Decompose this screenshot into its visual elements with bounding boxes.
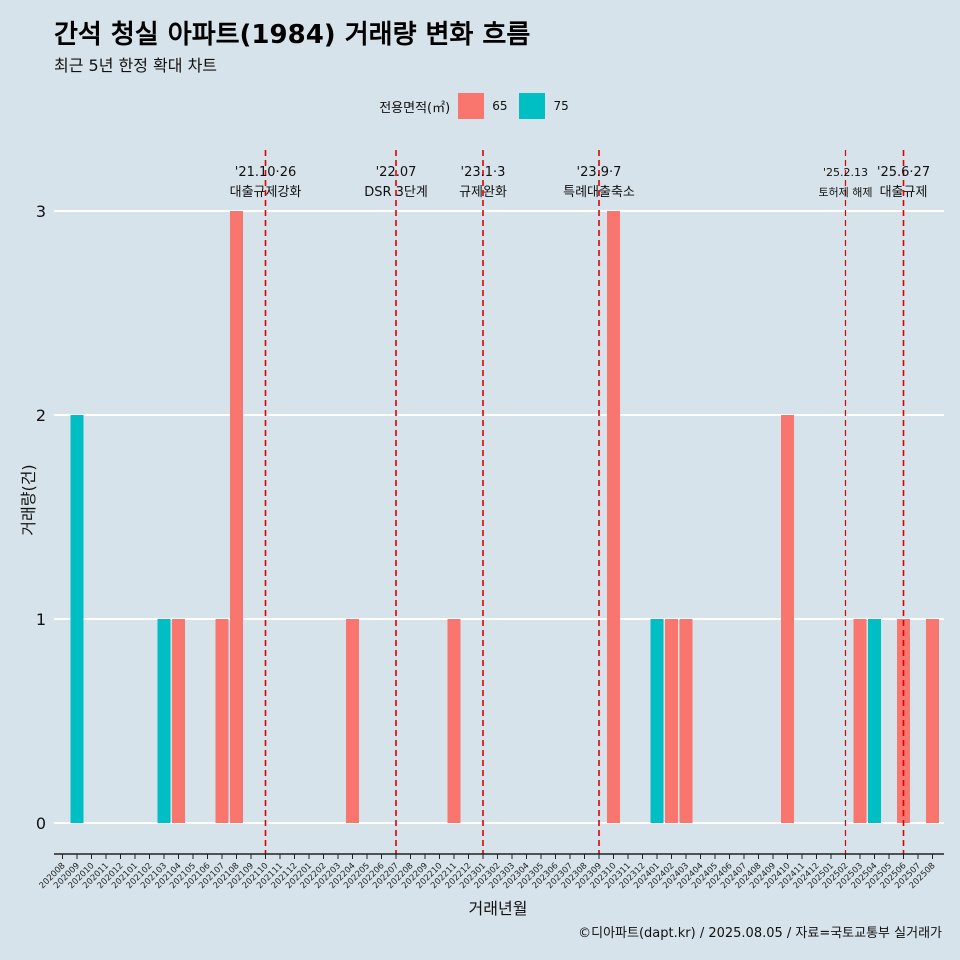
event-date-202309: '23.9·7 (577, 165, 622, 180)
event-date-202506: '25.6·27 (877, 165, 930, 180)
y-tick-label-2: 2 (36, 406, 46, 425)
event-label-202110: 대출규제강화 (230, 185, 302, 200)
event-label-202207: DSR 3단계 (364, 185, 428, 200)
bar-202410-65 (781, 415, 794, 823)
y-tick-label-1: 1 (36, 610, 46, 629)
bar-202402-65 (665, 619, 678, 823)
y-tick-label-0: 0 (36, 814, 46, 833)
x-axis-label: 거래년월 (469, 899, 528, 918)
y-tick-label-3: 3 (36, 202, 46, 221)
event-label-202301: 규제완화 (459, 185, 507, 200)
y-axis-label: 거래량(건) (19, 464, 38, 535)
caption: ©디아파트(dapt.kr) / 2025.08.05 / 자료=국토교통부 실… (578, 926, 942, 941)
grid-lines (54, 210, 944, 824)
legend-label-65: 65 (492, 99, 508, 113)
legend-title: 전용면적(㎡) (379, 100, 451, 116)
event-date-202301: '23.1·3 (461, 165, 506, 180)
legend: 전용면적(㎡) 65 75 (0, 93, 960, 119)
bar-202103-75 (157, 619, 171, 823)
event-label-202506: 대출규제 (880, 185, 928, 200)
legend-swatch-65 (458, 93, 485, 119)
bar-202204-65 (346, 619, 359, 823)
bar-202504-75 (868, 619, 881, 823)
bar-202107-65 (215, 619, 229, 823)
bar-202403-65 (679, 619, 693, 823)
bar-202009-75 (70, 415, 84, 823)
legend-swatch-75 (519, 93, 546, 119)
bar-202310-65 (607, 211, 620, 823)
chart-title: 간석 청실 아파트(1984) 거래량 변화 흐름 (54, 20, 531, 50)
event-date-202502: '25.2.13 (823, 166, 868, 179)
event-date-202207: '22.07 (376, 165, 417, 180)
event-label-202309: 특례대출축소 (563, 185, 635, 200)
legend-label-75: 75 (553, 99, 569, 113)
event-label-202502: 토허제 해제 (818, 185, 872, 199)
bar-202108-65 (230, 211, 243, 823)
bars (70, 211, 939, 823)
event-date-202110: '21.10·26 (235, 165, 296, 180)
bar-202401-75 (650, 619, 664, 823)
bar-202104-65 (172, 619, 185, 823)
bar-202211-65 (447, 619, 461, 823)
bar-202503-65 (853, 619, 867, 823)
bar-202508-65 (926, 619, 939, 823)
event-lines: '21.10·26 대출규제강화 '22.07 DSR 3단계 '23.1·3 규제완화 '… (230, 150, 930, 854)
chart-subtitle: 최근 5년 한정 확대 차트 (54, 56, 218, 75)
